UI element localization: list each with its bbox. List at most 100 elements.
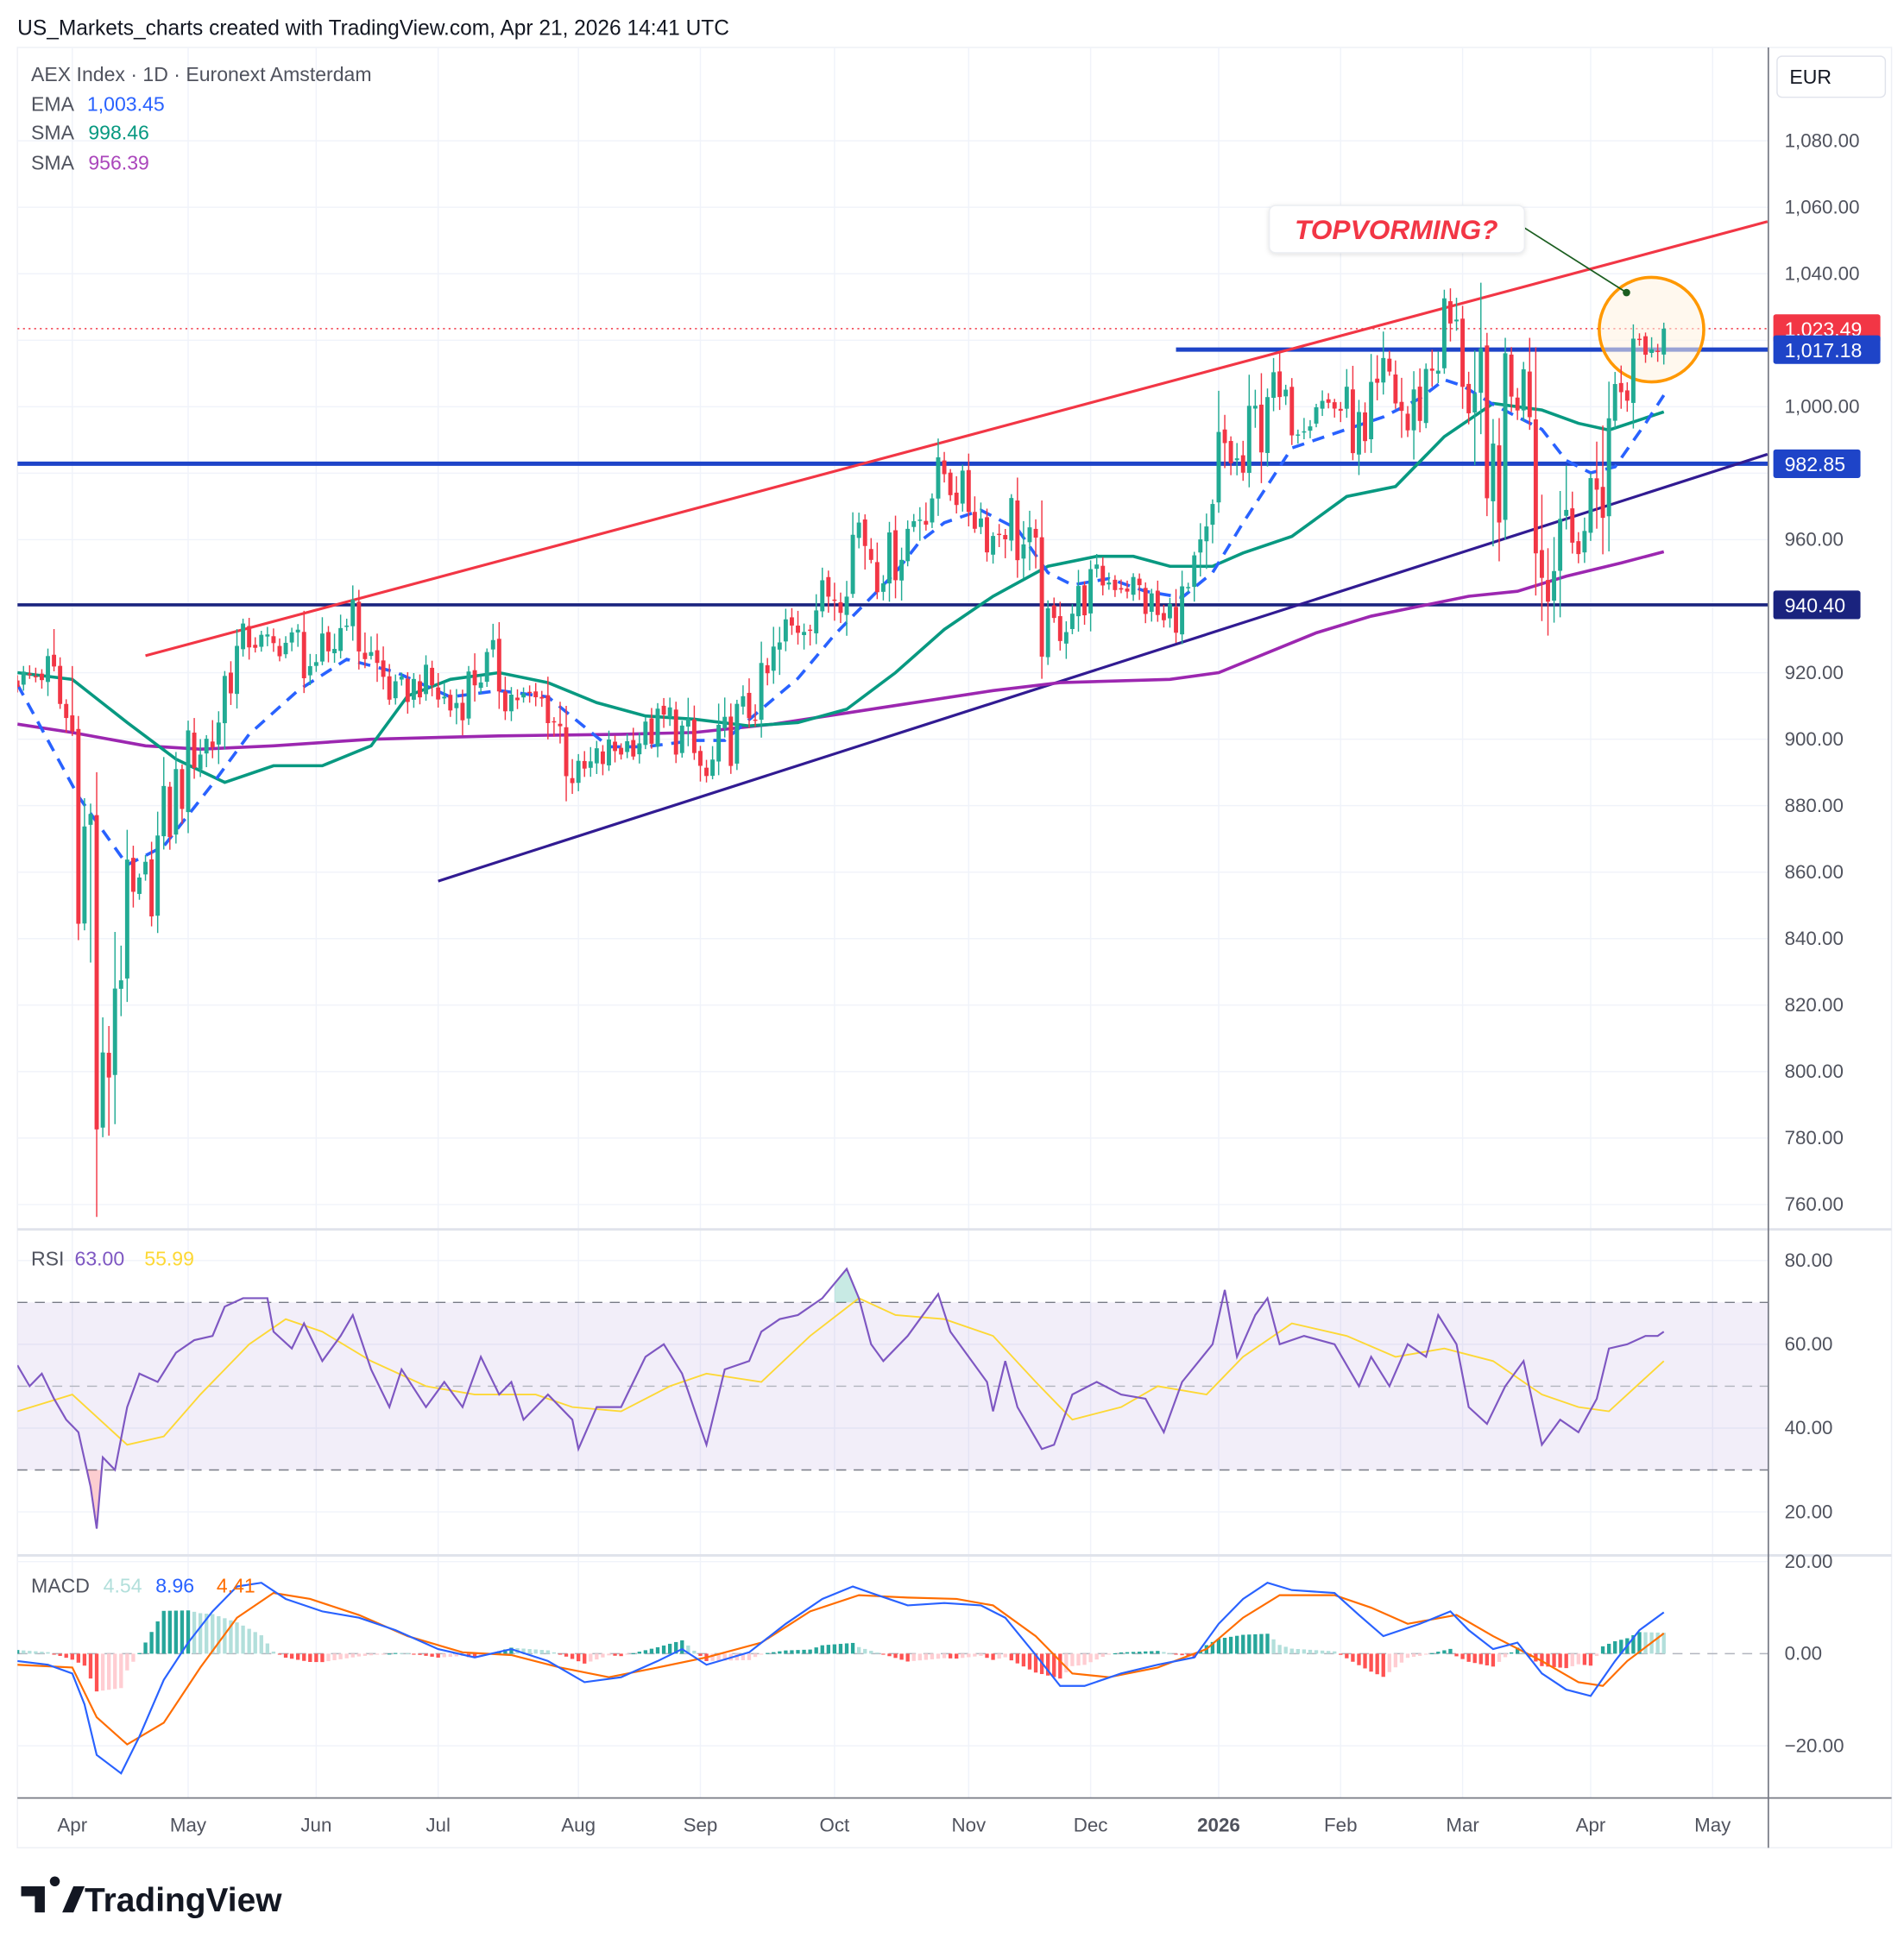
candle-body (1576, 541, 1581, 555)
macd-histogram-bar (1442, 1650, 1447, 1654)
highlight-circle[interactable] (1598, 275, 1705, 384)
candle (576, 753, 581, 791)
macd-histogram-bar (1509, 1652, 1514, 1654)
candle (899, 547, 905, 601)
candle (1222, 414, 1227, 469)
macd-histogram-bar (271, 1652, 276, 1654)
macd-histogram-bar (1339, 1653, 1343, 1655)
candle (118, 945, 123, 1017)
macd-histogram-bar (1576, 1653, 1580, 1665)
macd-histogram-bar (509, 1647, 514, 1654)
candle-body (301, 632, 306, 678)
macd-pane[interactable] (16, 1582, 1666, 1775)
candle-body (1125, 589, 1130, 592)
macd-histogram-bar (1314, 1650, 1319, 1654)
candle (1246, 375, 1251, 488)
macd-histogram-bar (747, 1653, 752, 1660)
annotation-callout[interactable]: TOPVORMING? (1268, 205, 1630, 297)
candle (582, 751, 587, 777)
macd-histogram-bar (88, 1653, 93, 1679)
macd-histogram-bar (113, 1653, 117, 1690)
candle-body (789, 617, 794, 626)
rsi-label[interactable]: RSI (31, 1248, 64, 1270)
macd-label[interactable]: MACD (31, 1575, 90, 1597)
candle-body (1320, 400, 1325, 409)
macd-histogram-bar (784, 1650, 788, 1654)
macd-histogram-bar (1503, 1653, 1508, 1658)
candle (1399, 377, 1404, 438)
macd-histogram-bar (363, 1653, 368, 1656)
candle-body (539, 696, 545, 699)
macd-histogram-bar (1357, 1653, 1361, 1665)
candle-body (667, 707, 672, 718)
macd-histogram-bar (930, 1653, 935, 1659)
price-tag-label: 982.85 (1785, 453, 1846, 475)
price-axis[interactable]: 1,080.00 1,060.00 1,040.00 1,000.00 960.00 92… (1785, 129, 1860, 1756)
candle (911, 513, 917, 532)
candle-body (796, 625, 800, 633)
support-trendline[interactable] (438, 452, 1768, 883)
macd-histogram-bar (1015, 1653, 1020, 1664)
macd-histogram-bar (533, 1649, 538, 1654)
macd-histogram-bar (1333, 1651, 1337, 1654)
candle-body (1411, 389, 1416, 431)
candle (1417, 368, 1422, 433)
candle (106, 1025, 111, 1136)
price-pane[interactable] (16, 220, 1768, 1218)
candle (472, 653, 477, 702)
candle (698, 746, 703, 782)
candle-body (1552, 570, 1557, 601)
macd-histogram-bar (1478, 1653, 1483, 1665)
candle (70, 665, 75, 736)
candle (905, 520, 911, 567)
candle-body (1137, 578, 1142, 586)
candle (1350, 365, 1355, 461)
price-axis-label: 900.00 (1785, 728, 1844, 750)
candle-body (515, 697, 520, 701)
macd-histogram-bar (173, 1610, 179, 1654)
candle (301, 610, 306, 694)
macd-histogram-bar (698, 1653, 703, 1656)
macd-histogram-bar (686, 1645, 690, 1654)
candle (765, 658, 770, 686)
candle-body (1204, 526, 1209, 542)
candle-body (472, 670, 477, 686)
tradingview-logo[interactable]: TradingView (21, 1876, 283, 1919)
candle-body (118, 980, 123, 989)
legend-ema-label: EMA (31, 93, 75, 116)
candle-body (1192, 555, 1197, 588)
macd-histogram-bar (1619, 1640, 1623, 1654)
candle (21, 665, 26, 691)
currency-button[interactable] (1776, 55, 1887, 98)
macd-histogram-bar (911, 1653, 916, 1661)
channel-top-trendline[interactable] (145, 220, 1768, 658)
candle (1308, 419, 1313, 438)
macd-histogram-bar (948, 1653, 953, 1659)
candle-body (1570, 508, 1575, 543)
candle (1027, 510, 1032, 570)
logo-text: TradingView (85, 1882, 282, 1919)
candle-body (948, 472, 953, 495)
candle-body (460, 702, 465, 721)
macd-histogram-bar (356, 1653, 361, 1657)
macd-histogram-bar (1546, 1653, 1550, 1667)
macd-histogram-bar (655, 1646, 660, 1654)
candle (1143, 582, 1148, 624)
macd-histogram-bar (1417, 1653, 1422, 1656)
time-axis[interactable]: Apr May Jun Jul Aug Sep Oct Nov Dec 2026 Feb Mar Apr… (57, 1815, 1731, 1836)
candle (1277, 352, 1283, 411)
macd-histogram-bar (1119, 1652, 1124, 1654)
candle-body (216, 722, 221, 745)
legend-symbol[interactable]: AEX Index · 1D · Euronext Amsterdam (31, 63, 372, 85)
macd-histogram-bar (955, 1653, 959, 1659)
candle-body (1003, 534, 1008, 539)
macd-histogram-bar (734, 1653, 740, 1661)
candle-body (1168, 603, 1172, 619)
candle-body (814, 610, 819, 633)
rsi-pane[interactable] (17, 1267, 1665, 1529)
candle (39, 669, 44, 689)
macd-histogram-bar (741, 1653, 746, 1660)
candle-body (1630, 338, 1636, 403)
grid (17, 47, 1768, 1798)
